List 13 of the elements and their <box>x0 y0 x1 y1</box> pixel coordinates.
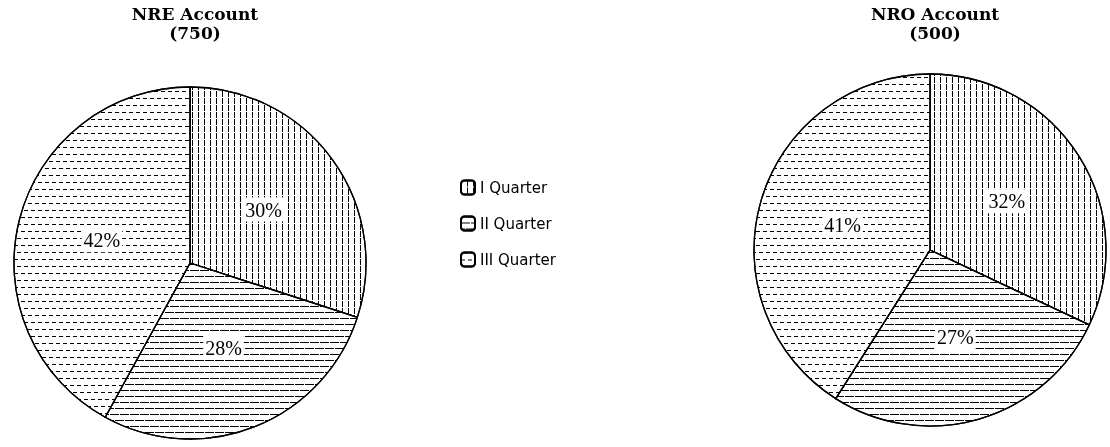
chart-subtitle: (500) <box>909 22 961 43</box>
data-label: 28% <box>205 336 242 359</box>
chart-title: NRE Account <box>131 3 259 24</box>
chart-subtitle: (750) <box>169 22 221 43</box>
data-label: 41% <box>824 213 861 236</box>
legend-label: I Quarter <box>480 178 548 197</box>
data-label: 27% <box>937 326 974 349</box>
data-label: 32% <box>988 190 1026 213</box>
data-label: 42% <box>83 229 121 252</box>
legend-label: III Quarter <box>480 250 557 269</box>
data-label: 30% <box>245 198 282 221</box>
legend-label: II Quarter <box>480 214 553 233</box>
chart-title: NRO Account <box>870 3 1000 24</box>
